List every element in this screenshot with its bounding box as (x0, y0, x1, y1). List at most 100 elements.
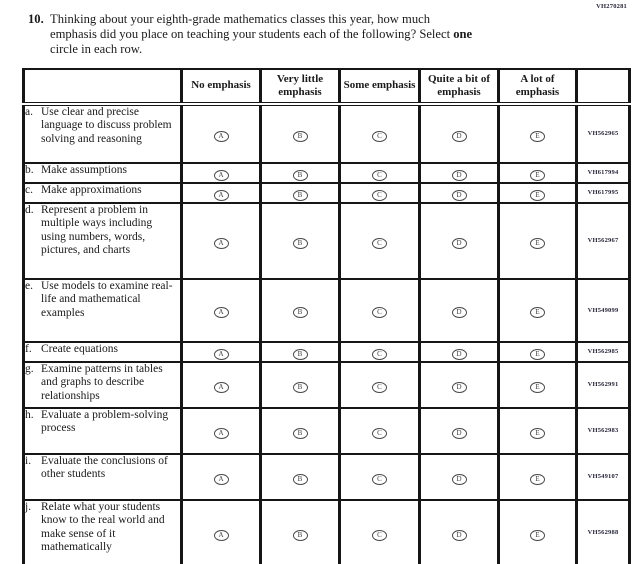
option-bubble-a[interactable]: A (213, 130, 229, 142)
option-bubble-c[interactable]: C (372, 189, 387, 201)
column-header-a-lot-of-emphasis: A lot of emphasis (497, 68, 578, 106)
row-label: Represent a problem in multiple ways inc… (41, 203, 153, 257)
option-cell-no-emphasis: A (180, 498, 262, 564)
option-cell-quite-a-bit-of-emphasis: D (418, 452, 500, 501)
option-cell-very-little-emphasis: B (259, 340, 341, 363)
header-code-column (575, 68, 631, 106)
row-code: VH617995 (587, 189, 619, 197)
option-bubble-e[interactable]: E (530, 237, 545, 249)
row-label-cell: g. Examine patterns in tables and graphs … (22, 360, 183, 409)
option-bubble-d[interactable]: D (451, 237, 467, 249)
option-cell-very-little-emphasis: B (259, 102, 341, 164)
option-bubble-b[interactable]: B (292, 307, 308, 319)
option-bubble-a[interactable]: A (213, 427, 229, 439)
table-row: i. Evaluate the conclusions of other stud… (22, 452, 631, 501)
option-bubble-d[interactable]: D (451, 381, 467, 393)
option-bubble-a[interactable]: A (213, 237, 229, 249)
option-cell-quite-a-bit-of-emphasis: D (418, 181, 500, 204)
option-bubble-c[interactable]: C (372, 529, 387, 541)
option-bubble-a[interactable]: A (213, 189, 229, 201)
option-bubble-e[interactable]: E (530, 427, 545, 439)
row-code: VH562985 (587, 348, 619, 356)
option-bubble-b[interactable]: B (292, 529, 308, 541)
option-bubble-a[interactable]: A (213, 307, 229, 319)
option-cell-a-lot-of-emphasis: E (497, 340, 578, 363)
row-label: Evaluate the conclusions of other studen… (41, 454, 168, 481)
row-label: Create equations (41, 342, 118, 355)
question-line-1: Thinking about your eighth-grade mathema… (50, 12, 431, 26)
option-bubble-d[interactable]: D (451, 348, 467, 360)
option-bubble-e[interactable]: E (530, 473, 545, 485)
option-bubble-c[interactable]: C (372, 348, 387, 360)
row-label-cell: b. Make assumptions (22, 161, 183, 184)
row-label: Evaluate a problem-solving process (41, 408, 169, 435)
option-cell-quite-a-bit-of-emphasis: D (418, 406, 500, 455)
row-letter: d. (25, 203, 34, 216)
option-bubble-b[interactable]: B (292, 130, 308, 142)
option-bubble-d[interactable]: D (451, 130, 467, 142)
row-code: VH562965 (587, 130, 619, 138)
option-bubble-e[interactable]: E (530, 307, 545, 319)
option-cell-a-lot-of-emphasis: E (497, 406, 578, 455)
option-cell-no-emphasis: A (180, 181, 262, 204)
option-bubble-d[interactable]: D (451, 169, 467, 181)
option-cell-some-emphasis: C (338, 277, 421, 343)
page-code: VH270281 (596, 3, 627, 10)
option-bubble-c[interactable]: C (372, 237, 387, 249)
row-letter: e. (25, 279, 33, 292)
option-bubble-b[interactable]: B (292, 169, 308, 181)
option-bubble-e[interactable]: E (530, 529, 545, 541)
table-row: f. Create equations A B C D E VH562985 (22, 340, 631, 363)
option-bubble-c[interactable]: C (372, 130, 387, 142)
option-bubble-b[interactable]: B (292, 381, 308, 393)
option-bubble-a[interactable]: A (213, 381, 229, 393)
row-letter: j. (25, 500, 32, 513)
option-bubble-d[interactable]: D (451, 307, 467, 319)
option-bubble-e[interactable]: E (530, 169, 545, 181)
option-cell-a-lot-of-emphasis: E (497, 452, 578, 501)
option-bubble-c[interactable]: C (372, 307, 387, 319)
option-bubble-c[interactable]: C (372, 381, 387, 393)
row-letter: h. (25, 408, 34, 421)
option-bubble-e[interactable]: E (530, 348, 545, 360)
option-bubble-a[interactable]: A (213, 169, 229, 181)
option-bubble-e[interactable]: E (530, 381, 545, 393)
option-cell-some-emphasis: C (338, 498, 421, 564)
row-code: VH562983 (587, 427, 619, 435)
row-label: Relate what your students know to the re… (41, 500, 165, 554)
question-line-3: circle in each row. (50, 42, 143, 57)
option-cell-no-emphasis: A (180, 340, 262, 363)
option-bubble-b[interactable]: B (292, 189, 308, 201)
row-label-cell: j. Relate what your students know to the … (22, 498, 183, 564)
option-cell-no-emphasis: A (180, 452, 262, 501)
row-code: VH549107 (587, 473, 619, 481)
header-stub (22, 68, 183, 106)
row-label-cell: a. Use clear and precise language to disc… (22, 102, 183, 164)
option-cell-some-emphasis: C (338, 102, 421, 164)
option-bubble-a[interactable]: A (213, 348, 229, 360)
option-bubble-e[interactable]: E (530, 189, 545, 201)
option-cell-quite-a-bit-of-emphasis: D (418, 277, 500, 343)
option-bubble-a[interactable]: A (213, 473, 229, 485)
option-bubble-d[interactable]: D (451, 473, 467, 485)
option-cell-quite-a-bit-of-emphasis: D (418, 161, 500, 184)
option-bubble-b[interactable]: B (292, 237, 308, 249)
option-bubble-c[interactable]: C (372, 473, 387, 485)
option-bubble-b[interactable]: B (292, 473, 308, 485)
option-bubble-d[interactable]: D (451, 529, 467, 541)
row-letter: c. (25, 183, 33, 196)
row-code: VH562967 (587, 237, 619, 245)
option-bubble-d[interactable]: D (451, 189, 467, 201)
option-bubble-a[interactable]: A (213, 529, 229, 541)
option-bubble-b[interactable]: B (292, 348, 308, 360)
row-code: VH549099 (587, 306, 619, 314)
option-bubble-c[interactable]: C (372, 169, 387, 181)
option-cell-quite-a-bit-of-emphasis: D (418, 340, 500, 363)
option-bubble-e[interactable]: E (530, 130, 545, 142)
option-bubble-d[interactable]: D (451, 427, 467, 439)
option-bubble-c[interactable]: C (372, 427, 387, 439)
table-row: b. Make assumptions A B C D E VH617994 (22, 161, 631, 184)
row-label: Examine patterns in tables and graphs to… (41, 362, 163, 402)
option-bubble-b[interactable]: B (292, 427, 308, 439)
